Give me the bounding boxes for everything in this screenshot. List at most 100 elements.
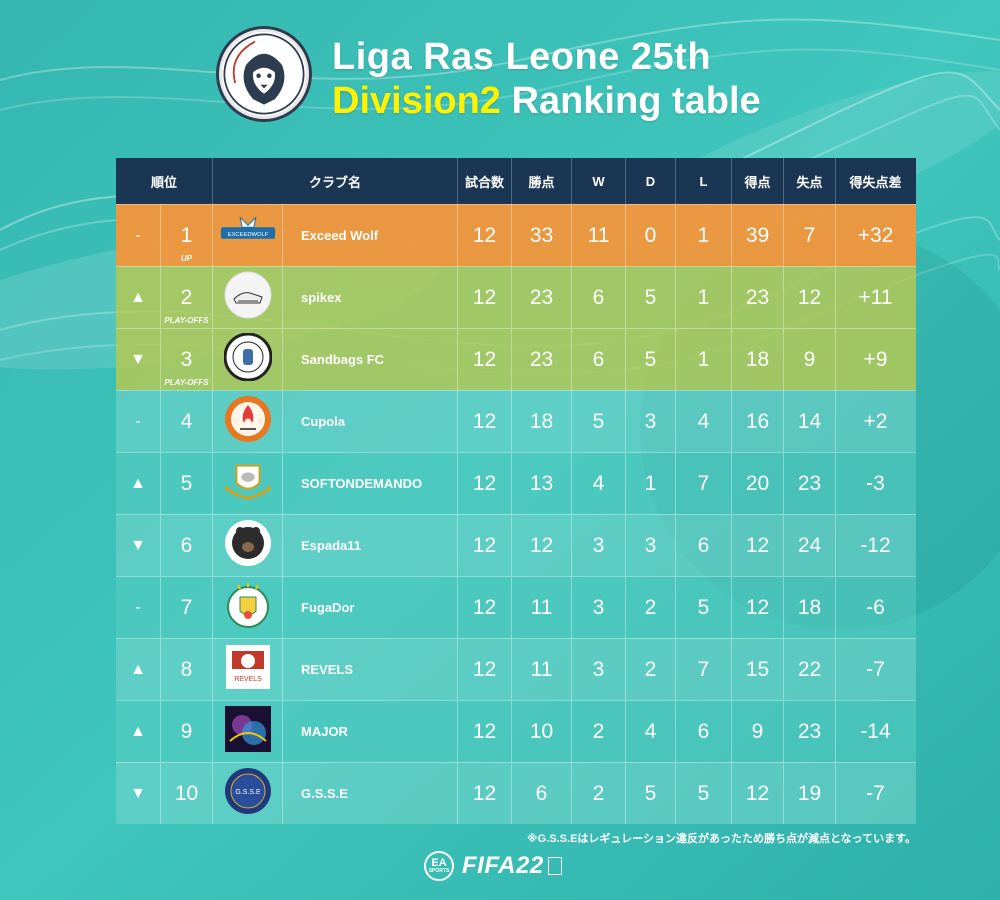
page-header: Liga Ras Leone 25th Division2 Ranking ta… <box>0 0 1000 150</box>
col-points: 勝点 <box>512 158 572 204</box>
rank-cell: 5 <box>161 453 213 514</box>
goals-against: 23 <box>784 701 836 762</box>
wins: 3 <box>572 577 626 638</box>
club-name: REVELS <box>283 639 458 700</box>
goals-against: 7 <box>784 205 836 266</box>
rank-cell: 2 PLAY-OFFS <box>161 267 213 328</box>
losses: 1 <box>676 267 732 328</box>
division-label: Division2 <box>332 80 501 122</box>
movement-indicator: ▼ <box>116 329 161 390</box>
losses: 6 <box>676 701 732 762</box>
goals-for: 18 <box>732 329 784 390</box>
games-played: 12 <box>458 205 512 266</box>
fifa-badge-icon <box>547 857 562 875</box>
goal-difference: +2 <box>863 409 888 433</box>
games-played: 12 <box>458 701 512 762</box>
games-played: 12 <box>458 267 512 328</box>
table-row: -4 Cupola 12 18 5 3 4 16 14 +2 <box>116 390 916 452</box>
col-wins: W <box>572 158 626 204</box>
points: 11 <box>512 639 572 700</box>
rank-cell: 4 <box>161 391 213 452</box>
goal-difference: -6 <box>866 595 885 619</box>
rank-cell: 9 <box>161 701 213 762</box>
club-name: G.S.S.E <box>283 763 458 824</box>
goal-difference: +9 <box>863 347 888 371</box>
table-header: 順位 クラブ名 試合数 勝点 W D L 得点 失点 得失点差 <box>116 158 916 204</box>
goals-for: 23 <box>732 267 784 328</box>
draws: 1 <box>626 453 676 514</box>
rank-number: 10 <box>174 781 199 805</box>
wins: 4 <box>572 453 626 514</box>
table-row: ▲ 9 MAJOR 12 10 2 4 6 9 23 -14 <box>116 700 916 762</box>
goal-difference: -12 <box>860 533 891 557</box>
club-logo-cell <box>213 701 283 762</box>
rank-number: 3 <box>180 347 193 371</box>
ranking-table-label: Ranking table <box>500 80 761 122</box>
shield-logo-icon <box>219 458 277 509</box>
games-played: 12 <box>458 391 512 452</box>
col-draws: D <box>626 158 676 204</box>
club-logo-cell <box>213 391 283 452</box>
draws: 2 <box>626 639 676 700</box>
table-row: ▲ 5 SOFTONDEMANDO 12 13 4 1 7 20 23 -3 <box>116 452 916 514</box>
fifa-branding: EA SPORTS FIFA22 <box>424 848 584 884</box>
col-goal-diff: 得失点差 <box>849 174 902 190</box>
table-row: ▼ 3 PLAY-OFFS Sandbags FC 12 23 6 5 1 18 9 +9 <box>116 328 916 390</box>
draws: 4 <box>626 701 676 762</box>
club-logo-cell: EXCEEDWOLF <box>213 205 283 266</box>
rank-number: 4 <box>180 409 193 433</box>
goals-for: 12 <box>732 515 784 576</box>
goals-against: 23 <box>784 453 836 514</box>
games-played: 12 <box>458 763 512 824</box>
svg-text:EXCEEDWOLF: EXCEEDWOLF <box>227 232 268 238</box>
goals-for: 20 <box>732 453 784 514</box>
movement-indicator: ▲ <box>116 453 161 514</box>
points: 10 <box>512 701 572 762</box>
table-row: ▼ 6 Espada11 12 12 3 3 6 12 24 -12 <box>116 514 916 576</box>
goals-against: 19 <box>784 763 836 824</box>
rank-status: PLAY-OFFS <box>164 316 209 325</box>
rank-number: 8 <box>180 657 193 681</box>
movement-indicator: ▼ <box>116 515 161 576</box>
lion-logo-icon <box>223 33 305 115</box>
rank-number: 1 <box>180 223 193 247</box>
club-name: Espada11 <box>283 515 458 576</box>
points: 13 <box>512 453 572 514</box>
goals-against: 14 <box>784 391 836 452</box>
rank-number: 2 <box>180 285 193 309</box>
draws: 5 <box>626 763 676 824</box>
club-logo-cell <box>213 267 283 328</box>
losses: 5 <box>676 763 732 824</box>
crest-logo-icon <box>224 581 272 634</box>
points: 6 <box>512 763 572 824</box>
club-name: Exceed Wolf <box>283 205 458 266</box>
goal-difference: -7 <box>866 781 885 805</box>
goals-against: 24 <box>784 515 836 576</box>
goals-against: 18 <box>784 577 836 638</box>
wins: 3 <box>572 639 626 700</box>
wins: 5 <box>572 391 626 452</box>
goals-against: 12 <box>784 267 836 328</box>
losses: 6 <box>676 515 732 576</box>
movement-indicator: - <box>116 391 161 452</box>
draws: 0 <box>626 205 676 266</box>
wins: 6 <box>572 267 626 328</box>
club-name: spikex <box>283 267 458 328</box>
goals-against: 22 <box>784 639 836 700</box>
rank-status: UP <box>180 254 193 263</box>
club-name: FugaDor <box>283 577 458 638</box>
draws: 2 <box>626 577 676 638</box>
draws: 5 <box>626 267 676 328</box>
losses: 5 <box>676 577 732 638</box>
goals-for: 39 <box>732 205 784 266</box>
losses: 1 <box>676 329 732 390</box>
goal-difference: -7 <box>866 657 885 681</box>
ranking-table: 順位 クラブ名 試合数 勝点 W D L 得点 失点 得失点差 - 1 UP EXCE… <box>116 158 916 824</box>
col-club: クラブ名 <box>213 158 458 204</box>
losses: 7 <box>676 453 732 514</box>
goals-for: 12 <box>732 577 784 638</box>
club-name: Cupola <box>283 391 458 452</box>
points: 33 <box>512 205 572 266</box>
points: 23 <box>512 267 572 328</box>
club-name: Sandbags FC <box>283 329 458 390</box>
